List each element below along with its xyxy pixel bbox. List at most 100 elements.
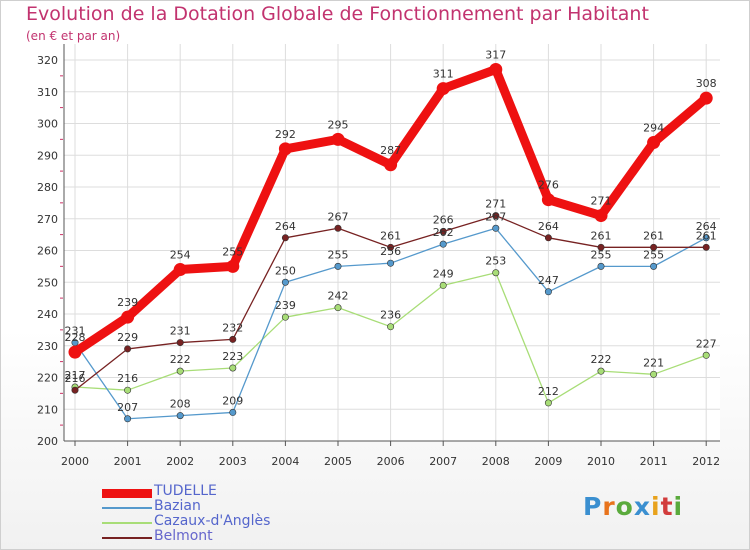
data-label-belmont: 264 — [538, 220, 559, 233]
chart-title: Evolution de la Dotation Globale de Fonc… — [26, 3, 649, 25]
legend-label: Cazaux-d'Anglès — [154, 513, 271, 529]
y-tick-label: 320 — [37, 54, 58, 67]
data-label-belmont: 264 — [275, 220, 296, 233]
data-point-cazaux-d-angl-s — [334, 304, 342, 312]
data-label-cazaux-d-angl-s: 212 — [538, 385, 559, 398]
data-point-tudelle — [436, 82, 450, 96]
data-label-cazaux-d-angl-s: 223 — [222, 350, 243, 363]
data-label-tudelle: 292 — [275, 128, 296, 141]
data-point-belmont — [71, 386, 79, 394]
data-label-cazaux-d-angl-s: 222 — [591, 353, 612, 366]
chart-legend: TUDELLE Bazian Cazaux-d'Anglès Belmont — [102, 483, 362, 545]
proxiti-logo: Proxiti — [583, 492, 684, 521]
data-label-bazian: 255 — [591, 248, 612, 261]
data-point-cazaux-d-angl-s — [281, 313, 289, 321]
data-label-belmont: 261 — [643, 229, 664, 242]
legend-swatch — [102, 507, 152, 509]
x-tick-label: 2008 — [482, 455, 510, 468]
data-point-tudelle — [541, 193, 555, 207]
data-point-bazian — [597, 262, 605, 270]
data-label-bazian: 256 — [380, 245, 401, 258]
data-point-tudelle — [278, 142, 292, 156]
data-point-belmont — [544, 234, 552, 242]
data-label-tudelle: 317 — [485, 49, 506, 62]
data-point-belmont — [176, 339, 184, 347]
data-point-cazaux-d-angl-s — [229, 364, 237, 372]
data-point-tudelle — [594, 209, 608, 223]
data-label-tudelle: 255 — [222, 245, 243, 258]
data-point-belmont — [124, 345, 132, 353]
data-point-bazian — [702, 234, 710, 242]
y-tick-label: 260 — [37, 245, 58, 258]
data-label-bazian: 231 — [65, 325, 86, 338]
data-label-belmont: 231 — [170, 325, 191, 338]
data-label-bazian: 208 — [170, 398, 191, 411]
y-tick-label: 310 — [37, 86, 58, 99]
data-point-cazaux-d-angl-s — [492, 269, 500, 277]
data-point-bazian — [387, 259, 395, 267]
data-point-tudelle — [699, 91, 713, 105]
data-label-cazaux-d-angl-s: 227 — [696, 337, 717, 350]
x-tick-label: 2006 — [377, 455, 405, 468]
data-label-belmont: 261 — [696, 229, 717, 242]
data-label-belmont: 271 — [485, 198, 506, 211]
data-label-belmont: 261 — [380, 229, 401, 242]
legend-item-bazian: Bazian — [102, 498, 362, 515]
data-label-bazian: 250 — [275, 264, 296, 277]
data-point-tudelle — [384, 158, 398, 172]
y-tick-label: 250 — [37, 276, 58, 289]
data-label-belmont: 266 — [433, 213, 454, 226]
data-label-bazian: 255 — [328, 248, 349, 261]
data-label-tudelle: 228 — [65, 331, 86, 344]
data-point-belmont — [650, 243, 658, 251]
y-tick-label: 210 — [37, 403, 58, 416]
legend-item-cazaux-d-angl-s: Cazaux-d'Anglès — [102, 513, 362, 530]
x-tick-label: 2004 — [271, 455, 299, 468]
data-label-cazaux-d-angl-s: 239 — [275, 299, 296, 312]
data-label-bazian: 207 — [117, 401, 138, 414]
data-point-cazaux-d-angl-s — [387, 323, 395, 331]
legend-swatch — [102, 488, 152, 498]
data-point-tudelle — [331, 132, 345, 146]
data-label-tudelle: 294 — [643, 122, 664, 135]
data-point-bazian — [439, 240, 447, 248]
y-tick-label: 280 — [37, 181, 58, 194]
data-label-tudelle: 308 — [696, 77, 717, 90]
legend-swatch — [102, 537, 152, 539]
data-point-tudelle — [173, 263, 187, 277]
data-label-belmont: 229 — [117, 331, 138, 344]
data-point-tudelle — [647, 136, 661, 150]
x-tick-label: 2007 — [429, 455, 457, 468]
data-label-cazaux-d-angl-s: 216 — [117, 372, 138, 385]
data-point-bazian — [544, 288, 552, 296]
data-label-belmont: 267 — [328, 210, 349, 223]
data-label-bazian: 264 — [696, 220, 717, 233]
data-label-tudelle: 271 — [591, 195, 612, 208]
x-tick-label: 2011 — [640, 455, 668, 468]
legend-label: Belmont — [154, 528, 213, 544]
data-label-bazian: 209 — [222, 394, 243, 407]
data-label-cazaux-d-angl-s: 222 — [170, 353, 191, 366]
data-label-belmont: 232 — [222, 321, 243, 334]
data-label-tudelle: 254 — [170, 249, 191, 262]
x-tick-label: 2001 — [114, 455, 142, 468]
data-point-bazian — [492, 224, 500, 232]
x-tick-label: 2005 — [324, 455, 352, 468]
y-tick-label: 220 — [37, 372, 58, 385]
y-tick-label: 240 — [37, 308, 58, 321]
data-label-cazaux-d-angl-s: 253 — [485, 255, 506, 268]
y-tick-label: 300 — [37, 118, 58, 131]
y-tick-label: 270 — [37, 213, 58, 226]
data-label-cazaux-d-angl-s: 236 — [380, 309, 401, 322]
legend-label: TUDELLE — [154, 483, 217, 499]
data-label-bazian: 247 — [538, 274, 559, 287]
y-tick-label: 290 — [37, 149, 58, 162]
x-tick-label: 2010 — [587, 455, 615, 468]
plot-area — [64, 44, 720, 441]
y-tick-label: 230 — [37, 340, 58, 353]
data-point-belmont — [387, 243, 395, 251]
x-tick-label: 2009 — [534, 455, 562, 468]
data-label-bazian: 262 — [433, 226, 454, 239]
data-point-belmont — [229, 335, 237, 343]
